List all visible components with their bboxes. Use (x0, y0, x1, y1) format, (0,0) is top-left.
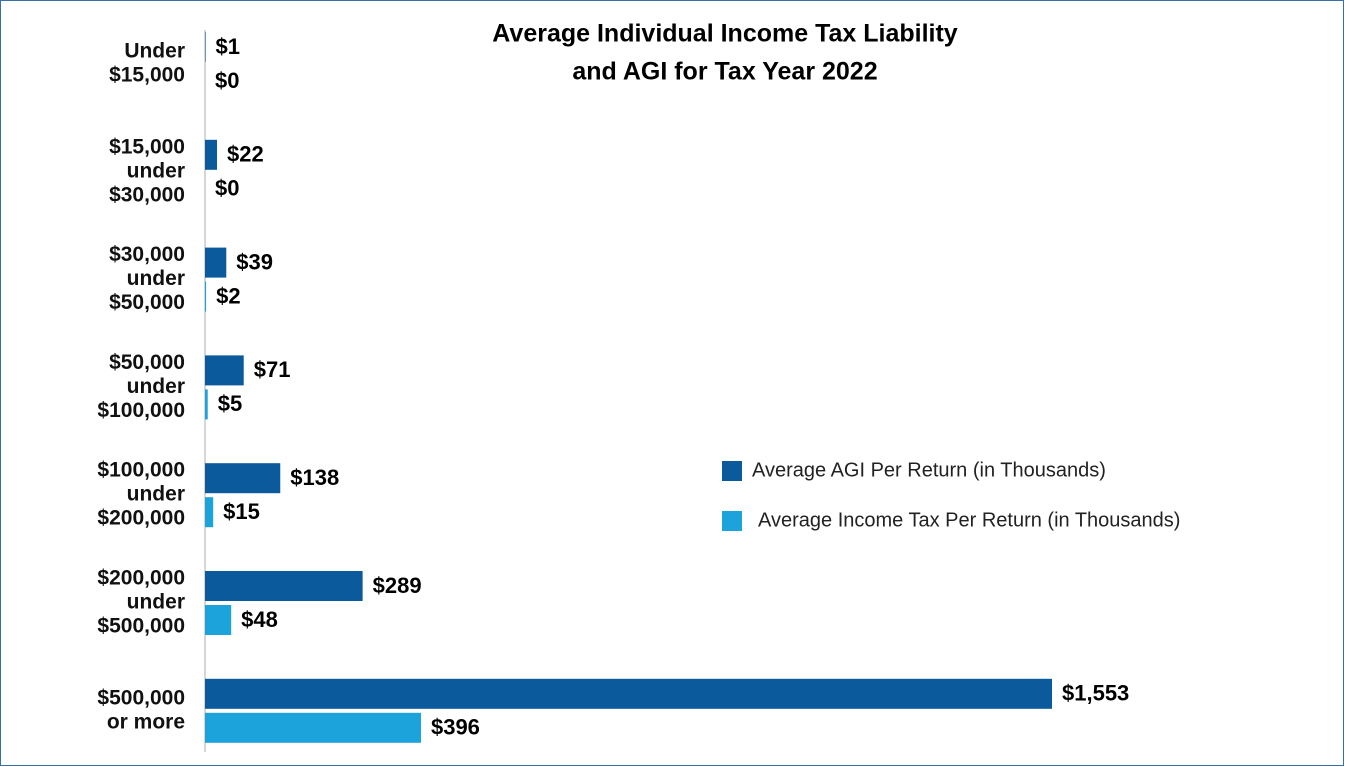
category-label: $500,000 (97, 686, 185, 709)
category-label: under (127, 591, 185, 614)
bar (205, 571, 363, 601)
category-label: or more (107, 710, 185, 733)
bar (205, 389, 208, 420)
value-label: $2 (216, 283, 240, 308)
value-label: $1 (216, 34, 240, 59)
legend-label: Average Income Tax Per Return (in Thousa… (758, 509, 1180, 531)
category-label: $100,000 (97, 399, 185, 422)
bar (205, 247, 227, 278)
bar (205, 139, 217, 170)
category-label: $500,000 (97, 615, 185, 638)
bar (205, 712, 421, 743)
value-label: $15 (223, 499, 260, 524)
bar (205, 678, 1052, 709)
legend-swatch (722, 511, 742, 531)
category-label: under (127, 483, 185, 506)
category-label: under (127, 267, 185, 290)
value-label: $1,553 (1062, 681, 1129, 706)
legend-swatch (722, 461, 742, 481)
value-label: $138 (290, 465, 339, 490)
value-label: $0 (215, 68, 239, 93)
bar (205, 355, 244, 386)
bar (205, 605, 232, 635)
value-label: $289 (373, 573, 422, 598)
chart-title: Average Individual Income Tax Liability (492, 20, 958, 48)
category-label: $30,000 (109, 183, 185, 206)
category-label: $50,000 (109, 351, 185, 374)
value-label: $396 (431, 715, 480, 740)
value-label: $39 (236, 249, 273, 274)
category-label: under (127, 375, 185, 398)
chart-title: and AGI for Tax Year 2022 (572, 58, 877, 86)
category-label: $100,000 (97, 459, 185, 482)
value-label: $5 (218, 391, 242, 416)
legend-label: Average AGI Per Return (in Thousands) (752, 459, 1106, 481)
category-label: $200,000 (97, 507, 185, 530)
category-label: $15,000 (109, 64, 185, 87)
bar (205, 497, 214, 528)
category-label: under (127, 159, 185, 182)
bar (205, 463, 281, 494)
bar (205, 281, 207, 312)
value-label: $48 (241, 607, 278, 632)
category-label: Under (124, 40, 185, 63)
category-label: $50,000 (109, 291, 185, 314)
value-label: $0 (215, 176, 239, 201)
category-label: $200,000 (97, 567, 185, 590)
value-label: $22 (227, 142, 264, 167)
category-label: $15,000 (109, 135, 185, 158)
bar (205, 32, 206, 62)
value-label: $71 (254, 357, 291, 382)
category-label: $30,000 (109, 243, 185, 266)
